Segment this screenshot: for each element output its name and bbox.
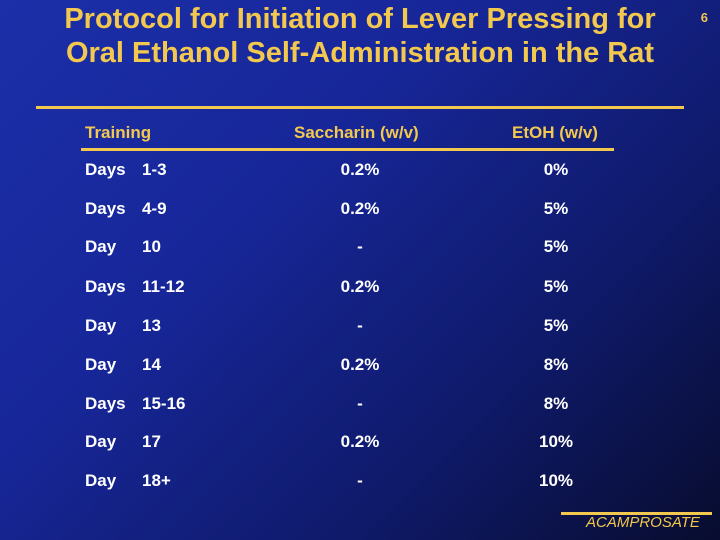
header-training: Training xyxy=(85,123,152,142)
row-etoh: 5% xyxy=(543,237,569,256)
table-row: Days 11-12 0.2% 5% xyxy=(0,277,720,307)
row-etoh: 0% xyxy=(543,160,569,179)
row-saccharin: 0.2% xyxy=(340,277,380,296)
row-unit: Days xyxy=(85,394,126,413)
row-unit: Day xyxy=(85,471,117,490)
row-day: 13 xyxy=(142,316,161,335)
row-etoh: 5% xyxy=(543,277,569,296)
table-row: Day 18+ - 10% xyxy=(0,471,720,501)
row-etoh: 8% xyxy=(543,355,569,374)
footer-brand: ACAMPROSATE xyxy=(586,514,700,531)
slide-title: Protocol for Initiation of Lever Pressin… xyxy=(64,3,656,69)
row-day: 11-12 xyxy=(142,277,185,296)
table-row: Day 10 - 5% xyxy=(0,237,720,267)
row-saccharin: 0.2% xyxy=(340,355,380,374)
header-divider xyxy=(81,148,614,151)
row-etoh: 5% xyxy=(543,316,569,335)
row-day: 14 xyxy=(142,355,161,374)
row-day: 10 xyxy=(142,237,161,256)
row-saccharin: - xyxy=(357,316,363,335)
row-day: 1-3 xyxy=(142,160,167,179)
table-row: Day 14 0.2% 8% xyxy=(0,355,720,385)
row-unit: Days xyxy=(85,277,126,296)
row-etoh: 5% xyxy=(543,199,569,218)
row-unit: Day xyxy=(85,316,117,335)
page-number: 6 xyxy=(700,10,708,25)
row-saccharin: - xyxy=(357,394,363,413)
row-saccharin: 0.2% xyxy=(340,160,380,179)
row-unit: Day xyxy=(85,355,117,374)
row-saccharin: - xyxy=(357,237,363,256)
table-row: Day 17 0.2% 10% xyxy=(0,432,720,462)
row-day: 15-16 xyxy=(142,394,186,413)
table-row: Days 15-16 - 8% xyxy=(0,394,720,424)
row-etoh: 8% xyxy=(543,394,569,413)
table-row: Days 4-9 0.2% 5% xyxy=(0,199,720,229)
row-etoh: 10% xyxy=(538,471,574,490)
row-day: 17 xyxy=(142,432,161,451)
footer-divider xyxy=(561,512,712,515)
row-unit: Day xyxy=(85,237,117,256)
header-etoh: EtOH (w/v) xyxy=(512,123,598,142)
row-saccharin: 0.2% xyxy=(340,199,380,218)
table-row: Day 13 - 5% xyxy=(0,316,720,346)
row-unit: Days xyxy=(85,160,126,179)
row-etoh: 10% xyxy=(538,432,574,451)
row-saccharin: - xyxy=(357,471,363,490)
row-unit: Days xyxy=(85,199,126,218)
row-unit: Day xyxy=(85,432,117,451)
row-saccharin: 0.2% xyxy=(340,432,380,451)
header-saccharin: Saccharin (w/v) xyxy=(294,123,419,142)
row-day: 4-9 xyxy=(142,199,167,218)
table-row: Days 1-3 0.2% 0% xyxy=(0,160,720,190)
row-day: 18+ xyxy=(142,471,171,490)
title-divider xyxy=(36,106,684,109)
